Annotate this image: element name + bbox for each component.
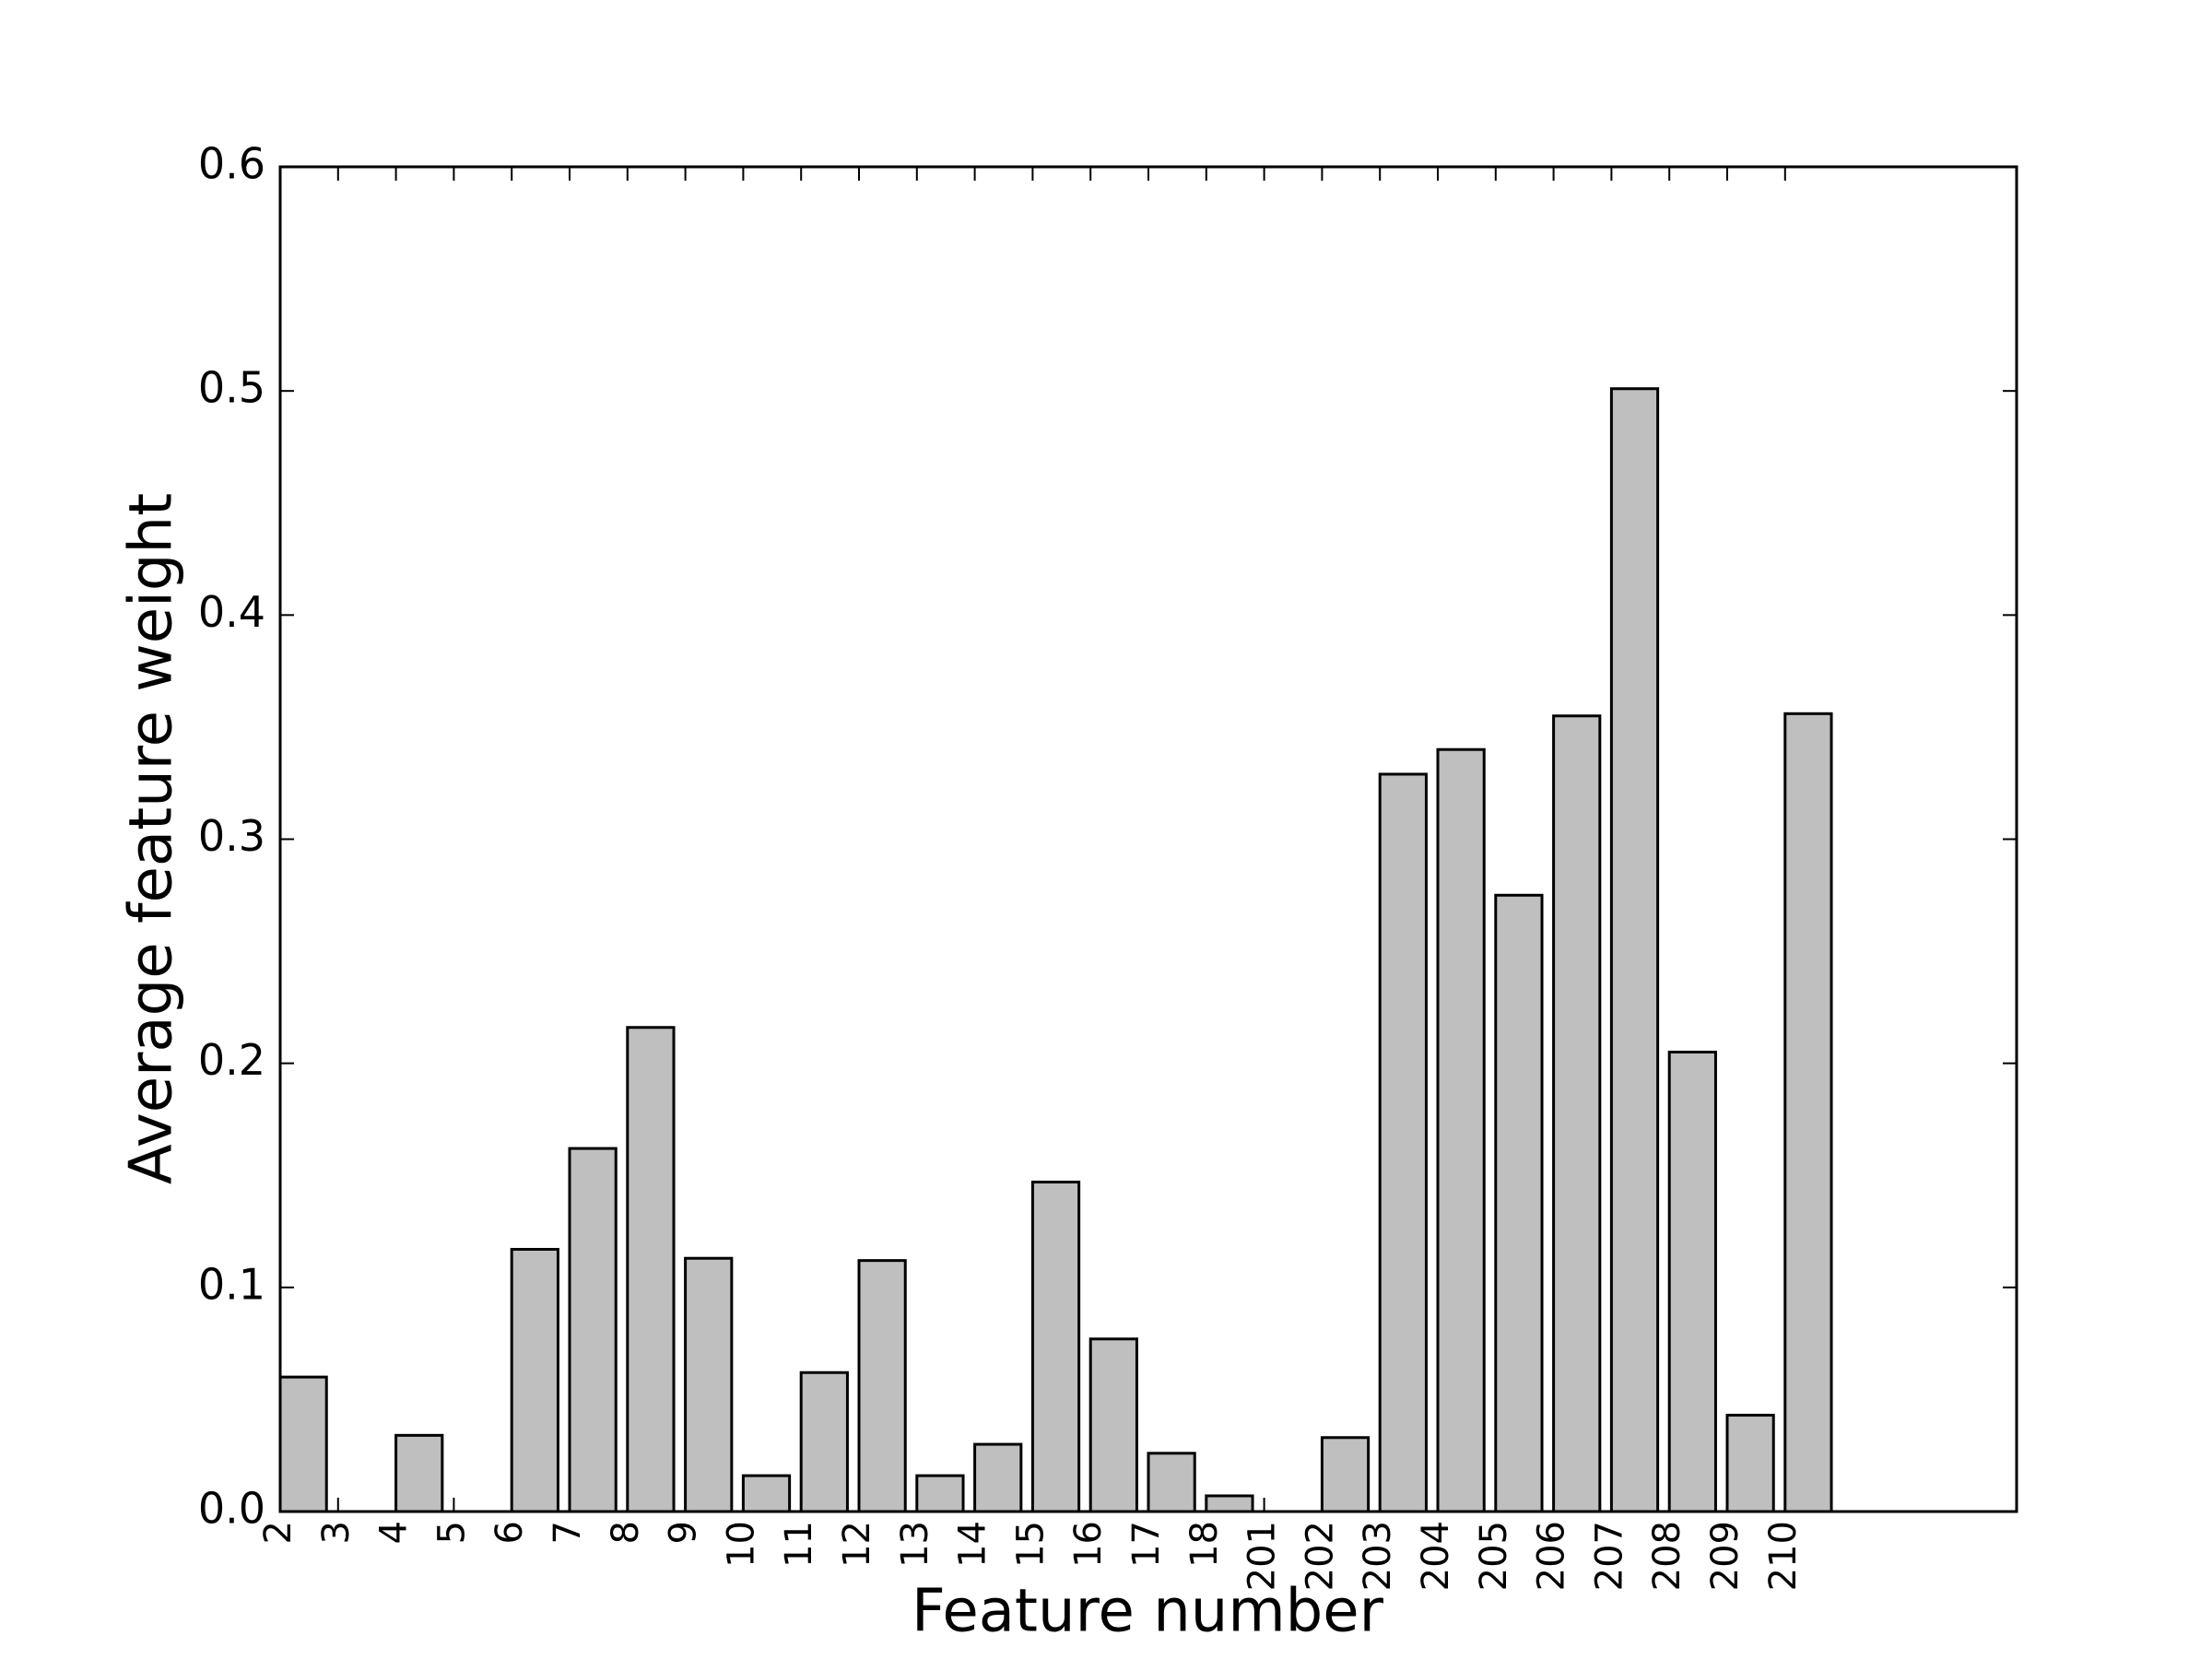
bar <box>799 1371 849 1513</box>
y-tick-label: 0.0 <box>198 1484 265 1534</box>
bar <box>1667 1051 1717 1513</box>
bar <box>684 1256 734 1513</box>
x-tick-label: 6 <box>488 1521 531 1544</box>
x-tick-label: 17 <box>1125 1521 1168 1568</box>
x-tick-label: 207 <box>1588 1521 1630 1591</box>
x-tick-label: 206 <box>1531 1521 1573 1591</box>
bar <box>1147 1452 1196 1513</box>
x-tick-label: 210 <box>1762 1521 1805 1591</box>
y-tick-label: 0.6 <box>198 139 265 189</box>
y-tick-label: 0.1 <box>198 1259 265 1309</box>
bar <box>973 1442 1023 1513</box>
bar <box>1320 1436 1371 1513</box>
y-tick-label: 0.4 <box>198 587 265 637</box>
bar <box>568 1147 618 1513</box>
x-tick-label: 205 <box>1473 1521 1515 1591</box>
x-axis-label: Feature number <box>912 1578 1384 1646</box>
y-tick-label: 0.2 <box>198 1035 265 1085</box>
x-tick-label: 13 <box>894 1521 936 1568</box>
x-tick-label: 15 <box>1009 1521 1052 1568</box>
x-tick-label: 11 <box>778 1521 820 1568</box>
x-tick-label: 208 <box>1646 1521 1688 1591</box>
x-tick-label: 2 <box>257 1521 300 1544</box>
bar <box>857 1259 907 1513</box>
x-tick-label: 7 <box>547 1521 589 1544</box>
bar <box>626 1026 676 1513</box>
x-tick-label: 9 <box>663 1521 705 1544</box>
bar <box>278 1375 328 1513</box>
x-tick-label: 12 <box>836 1521 878 1568</box>
y-tick-label: 0.3 <box>198 811 265 861</box>
bar <box>1609 387 1660 1513</box>
bar <box>915 1474 965 1513</box>
x-tick-label: 201 <box>1241 1521 1284 1591</box>
bar <box>510 1247 559 1513</box>
y-tick-label: 0.5 <box>198 363 265 413</box>
bar <box>741 1474 792 1513</box>
x-tick-label: 16 <box>1067 1521 1110 1568</box>
x-tick-label: 202 <box>1299 1521 1341 1591</box>
x-tick-label: 3 <box>315 1521 358 1544</box>
y-axis-label: Average feature weight <box>118 493 186 1184</box>
bar <box>1725 1413 1775 1513</box>
x-tick-label: 18 <box>1183 1521 1226 1568</box>
x-tick-label: 8 <box>605 1521 647 1544</box>
bar <box>1494 893 1544 1513</box>
bar <box>1552 714 1602 1513</box>
x-tick-label: 203 <box>1357 1521 1399 1591</box>
bar <box>394 1433 444 1513</box>
bar <box>1088 1337 1138 1513</box>
bar <box>1378 772 1428 1513</box>
bar <box>1783 712 1833 1513</box>
plot-frame <box>278 165 2018 1513</box>
x-tick-label: 4 <box>373 1521 416 1544</box>
x-tick-label: 209 <box>1704 1521 1747 1591</box>
x-tick-label: 5 <box>430 1521 473 1544</box>
x-tick-label: 204 <box>1415 1521 1457 1591</box>
bar <box>1205 1494 1254 1513</box>
bar <box>1030 1181 1081 1513</box>
bar <box>1436 747 1486 1513</box>
x-tick-label: 10 <box>720 1521 762 1568</box>
x-tick-label: 14 <box>952 1521 994 1568</box>
